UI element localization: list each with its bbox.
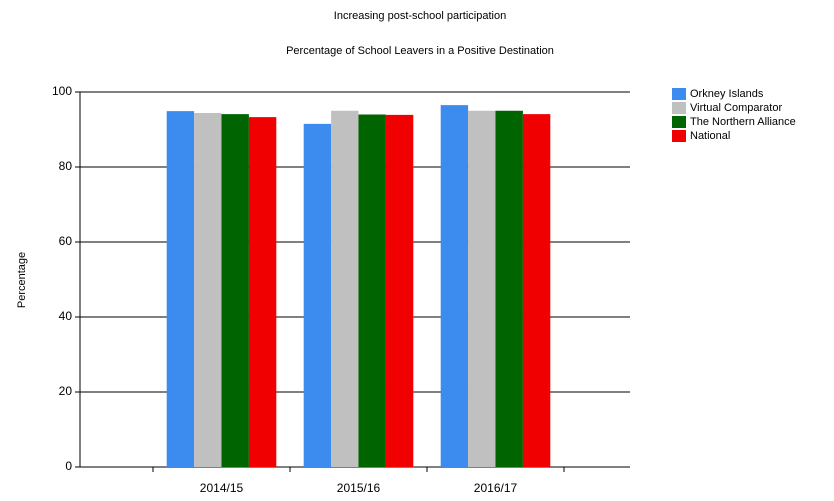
x-tick-label: 2015/16: [337, 481, 381, 495]
legend-swatch: [672, 130, 686, 142]
chart-title: Increasing post-school participation: [334, 10, 506, 22]
y-tick-label: 100: [52, 84, 72, 98]
y-tick-label: 60: [59, 234, 73, 248]
legend-swatch: [672, 116, 686, 128]
x-tick-label: 2014/15: [200, 481, 244, 495]
bar: [166, 111, 195, 467]
y-tick-label: 80: [59, 159, 73, 173]
y-tick-label: 40: [59, 309, 73, 323]
bar: [248, 117, 277, 467]
chart-subtitle: Percentage of School Leavers in a Positi…: [286, 45, 554, 57]
bar: [385, 114, 414, 467]
bar: [331, 110, 359, 467]
legend-swatch: [672, 88, 686, 100]
legend-label: Virtual Comparator: [690, 102, 782, 114]
bar: [303, 123, 332, 467]
legend-label: National: [690, 130, 730, 142]
bar: [468, 110, 496, 467]
y-axis-label: Percentage: [16, 252, 28, 308]
y-tick-label: 20: [59, 384, 73, 398]
bar: [522, 114, 551, 467]
legend-label: Orkney Islands: [690, 88, 764, 100]
bar: [495, 110, 523, 467]
legend-swatch: [672, 102, 686, 114]
bar: [194, 113, 222, 467]
bar: [221, 114, 249, 467]
bar: [358, 114, 386, 467]
x-tick-label: 2016/17: [474, 481, 518, 495]
bar: [440, 105, 469, 467]
y-tick-label: 0: [65, 459, 72, 473]
legend-label: The Northern Alliance: [690, 116, 796, 128]
